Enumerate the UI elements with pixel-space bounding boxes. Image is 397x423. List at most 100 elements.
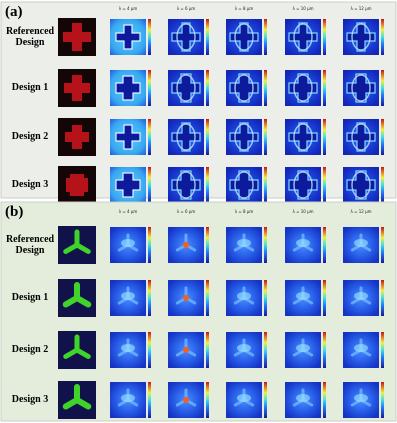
colorbar xyxy=(264,227,267,263)
field-hotspot xyxy=(293,74,313,102)
field-hotspot xyxy=(183,397,189,403)
field-hotspot xyxy=(234,23,254,51)
colorbar xyxy=(264,19,267,55)
field-map xyxy=(110,227,151,263)
cross-shape xyxy=(171,170,201,200)
field-hotspot xyxy=(237,394,251,402)
cross-shape xyxy=(229,122,259,152)
field-map xyxy=(168,167,209,203)
panel-label: (a) xyxy=(5,4,23,20)
column-title: λ = 8 μm xyxy=(234,6,254,11)
design-image xyxy=(58,18,96,56)
column-title: λ = 8 μm xyxy=(234,209,254,214)
cross-shape xyxy=(63,23,91,51)
field-hotspot xyxy=(351,123,371,151)
field-map xyxy=(226,167,267,203)
field-hotspot xyxy=(354,344,368,352)
column-title: λ = 10 μm xyxy=(292,209,314,214)
colorbar xyxy=(264,70,267,106)
field-map xyxy=(343,332,384,368)
column-title: λ = 12 μm xyxy=(350,209,372,214)
cross-shape xyxy=(288,73,318,103)
colorbar xyxy=(264,167,267,203)
field-hotspot xyxy=(354,394,368,402)
field-map xyxy=(168,70,209,106)
colorbar xyxy=(148,70,151,106)
cross-shape xyxy=(64,75,90,101)
field-hotspot xyxy=(176,74,196,102)
cross-shape xyxy=(171,122,201,152)
design-image xyxy=(58,69,96,107)
colorbar xyxy=(148,382,151,418)
cross-shape xyxy=(65,125,89,149)
field-map xyxy=(168,227,209,263)
colorbar xyxy=(381,280,384,316)
colorbar xyxy=(381,167,384,203)
tripod-shape xyxy=(62,282,92,308)
field-hotspot xyxy=(293,171,313,199)
field-map xyxy=(285,119,326,155)
field-hotspot xyxy=(234,74,254,102)
field-hotspot xyxy=(234,123,254,151)
field-map xyxy=(343,382,384,418)
field-map xyxy=(168,280,209,316)
tripod-shape xyxy=(63,334,91,359)
field-map xyxy=(168,382,209,418)
colorbar xyxy=(148,332,151,368)
field-hotspot xyxy=(121,394,135,402)
colorbar xyxy=(323,227,326,263)
cross-shape xyxy=(171,22,201,52)
column-title: λ = 4 μm xyxy=(118,6,138,11)
tripod-shape xyxy=(62,384,92,410)
colorbar xyxy=(148,119,151,155)
cross-shape xyxy=(229,22,259,52)
field-map xyxy=(226,119,267,155)
cross-shape xyxy=(66,174,88,196)
colorbar xyxy=(206,119,209,155)
field-map xyxy=(285,280,326,316)
cross-shape xyxy=(229,73,259,103)
colorbar xyxy=(148,227,151,263)
field-map xyxy=(110,332,151,368)
column-title: λ = 10 μm xyxy=(292,6,314,11)
colorbar xyxy=(323,332,326,368)
cross-shape xyxy=(229,170,259,200)
field-hotspot xyxy=(296,292,310,300)
field-map xyxy=(343,227,384,263)
row-label: Design 1 xyxy=(11,292,49,303)
field-hotspot xyxy=(354,292,368,300)
cross-shape xyxy=(346,73,376,103)
field-map xyxy=(343,280,384,316)
colorbar xyxy=(206,280,209,316)
column-title: λ = 4 μm xyxy=(118,209,138,214)
field-hotspot xyxy=(234,171,254,199)
colorbar xyxy=(264,119,267,155)
colorbar xyxy=(381,119,384,155)
design-image xyxy=(58,331,96,369)
row-label: Design 2 xyxy=(11,344,49,355)
field-hotspot xyxy=(351,23,371,51)
field-hotspot xyxy=(121,239,135,247)
field-map xyxy=(110,167,151,203)
field-hotspot xyxy=(237,292,251,300)
field-map xyxy=(343,119,384,155)
field-hotspot xyxy=(176,23,196,51)
design-image xyxy=(58,381,96,419)
row-label: Design 3 xyxy=(11,394,49,405)
field-hotspot xyxy=(176,171,196,199)
colorbar xyxy=(264,382,267,418)
row-label: Design 1 xyxy=(11,82,49,93)
cross-shape xyxy=(288,122,318,152)
colorbar xyxy=(323,70,326,106)
field-hotspot xyxy=(351,74,371,102)
colorbar xyxy=(206,227,209,263)
cross-shape xyxy=(346,22,376,52)
colorbar xyxy=(206,382,209,418)
cross-shape xyxy=(288,22,318,52)
field-hotspot xyxy=(293,123,313,151)
colorbar xyxy=(323,167,326,203)
field-map xyxy=(168,119,209,155)
field-map xyxy=(168,332,209,368)
field-hotspot xyxy=(351,171,371,199)
field-hotspot xyxy=(183,295,189,301)
